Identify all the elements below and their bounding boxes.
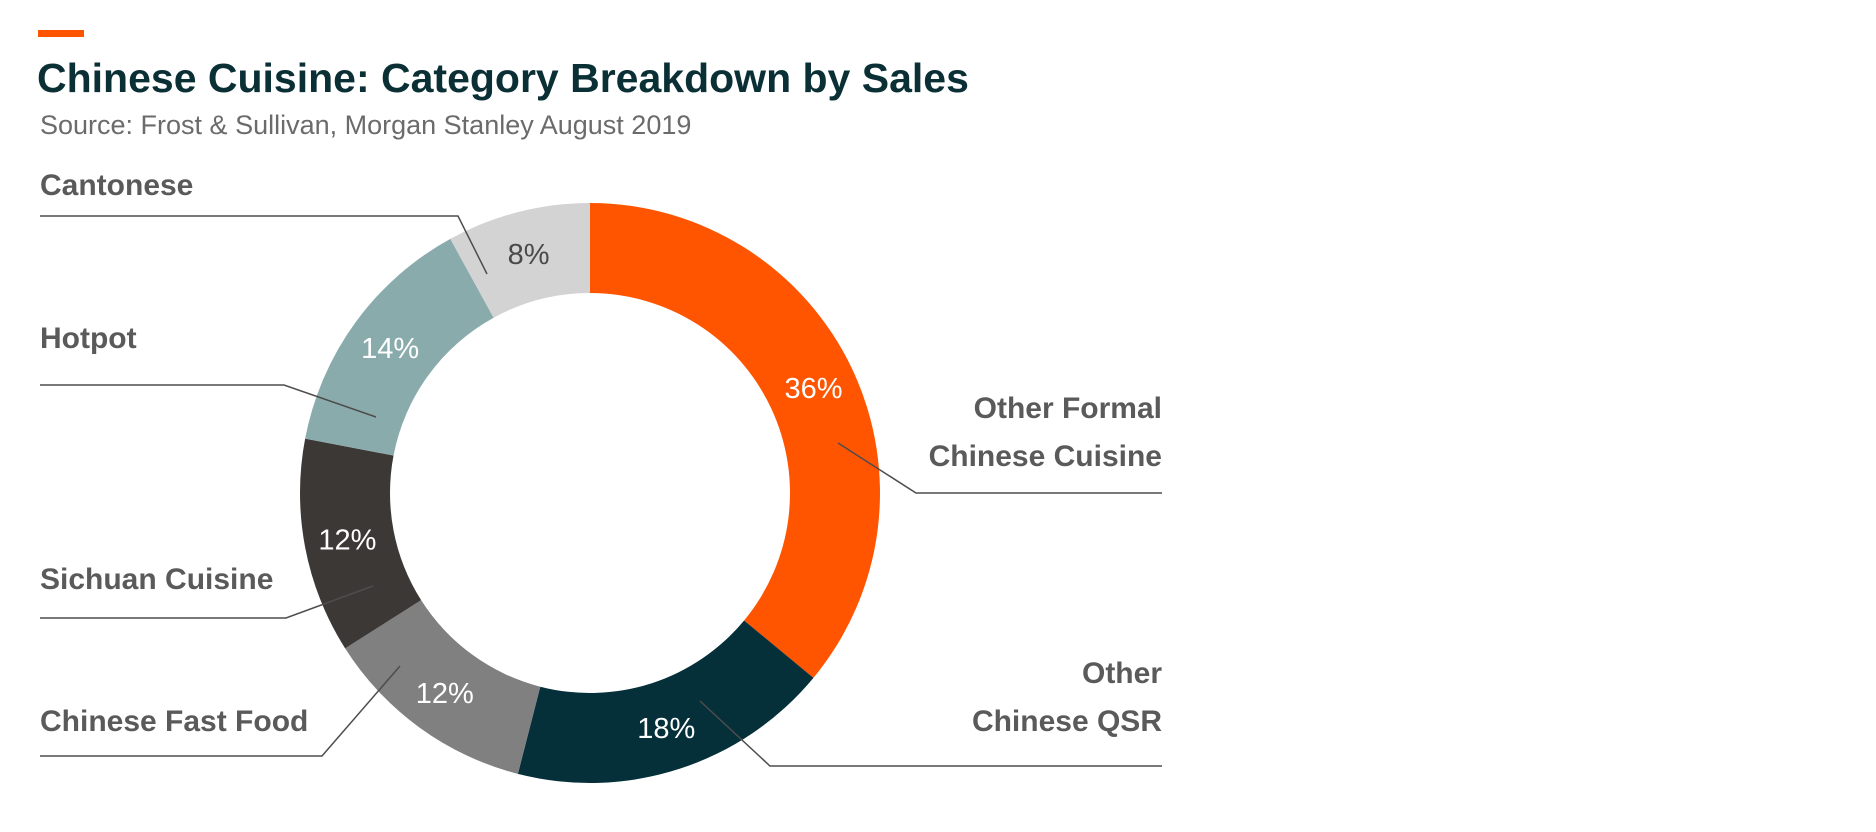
- data-labels: 36% 18% 12% 12% 14% 8%: [318, 239, 842, 745]
- slice-hotpot: [305, 238, 494, 456]
- slice-cantonese: [450, 203, 590, 318]
- callout-line-other-chinese-qsr: [699, 700, 1162, 767]
- chart-subtitle: Source: Frost & Sullivan, Morgan Stanley…: [40, 110, 691, 140]
- callout-line-chinese-fast-food: [40, 665, 401, 757]
- data-label-sichuan-cuisine: 12%: [318, 524, 376, 556]
- category-label-other-chinese-qsr-line-1: Other: [1082, 657, 1162, 690]
- callout-line-sichuan-cuisine: [40, 585, 374, 619]
- data-label-cantonese: 8%: [508, 239, 550, 271]
- category-label-chinese-fast-food: Chinese Fast Food: [40, 705, 308, 738]
- callout-line-cantonese: [40, 215, 488, 275]
- category-label-other-formal-chinese-cuisine-line-1: Other Formal: [974, 392, 1162, 425]
- category-label-cantonese: Cantonese: [40, 169, 193, 202]
- chart-title: Chinese Cuisine: Category Breakdown by S…: [37, 55, 969, 101]
- data-label-hotpot: 14%: [361, 333, 419, 365]
- category-labels: Other Formal Chinese Cuisine Other Chinese …: [40, 169, 1162, 738]
- callout-lines: [40, 215, 1162, 767]
- category-label-other-formal-chinese-cuisine-line-2: Chinese Cuisine: [929, 440, 1162, 473]
- data-label-other-formal-chinese-cuisine: 36%: [784, 373, 842, 405]
- title-accent-bar: [38, 30, 84, 37]
- slice-other-chinese-qsr: [517, 620, 814, 784]
- data-label-other-chinese-qsr: 18%: [637, 713, 695, 745]
- callout-line-hotpot: [40, 384, 377, 418]
- data-label-chinese-fast-food: 12%: [416, 678, 474, 710]
- callout-line-other-formal-chinese-cuisine: [837, 442, 1162, 494]
- donut-slices: [299, 203, 880, 784]
- slice-other-formal-chinese-cuisine: [590, 203, 880, 678]
- category-label-other-chinese-qsr-line-2: Chinese QSR: [972, 705, 1162, 738]
- slice-sichuan-cuisine: [299, 438, 422, 649]
- slice-chinese-fast-food: [345, 600, 541, 774]
- category-label-hotpot: Hotpot: [40, 322, 137, 355]
- category-label-sichuan-cuisine: Sichuan Cuisine: [40, 563, 273, 596]
